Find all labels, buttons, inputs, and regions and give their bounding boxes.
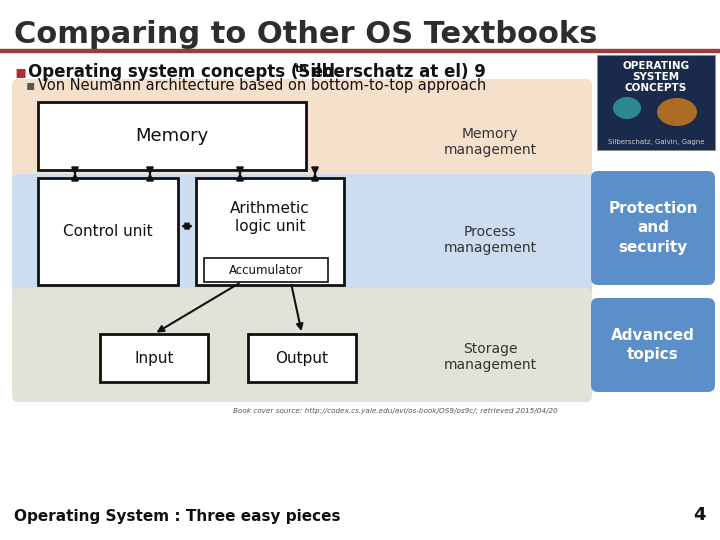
Text: ed.: ed.	[306, 63, 341, 81]
Text: Input: Input	[134, 350, 174, 366]
Text: Silberschatz, Galvin, Gagne: Silberschatz, Galvin, Gagne	[608, 139, 704, 145]
FancyBboxPatch shape	[12, 288, 592, 402]
Text: Storage
management: Storage management	[444, 342, 536, 372]
Ellipse shape	[613, 97, 641, 119]
Text: 4: 4	[693, 506, 706, 524]
Text: Protection
and
security: Protection and security	[608, 201, 698, 255]
Bar	[0, 49, 720, 52]
Text: Accumulator: Accumulator	[229, 264, 303, 276]
Bar	[38, 178, 178, 285]
Bar	[100, 334, 208, 382]
Bar	[38, 102, 306, 170]
Text: Arithmetic
logic unit: Arithmetic logic unit	[230, 201, 310, 234]
Text: Von Neumann architecture based on bottom-to-top approach: Von Neumann architecture based on bottom…	[38, 78, 486, 93]
Ellipse shape	[657, 98, 697, 126]
Text: Control unit: Control unit	[63, 224, 153, 239]
Text: Advanced
topics: Advanced topics	[611, 328, 695, 362]
FancyBboxPatch shape	[591, 171, 715, 285]
Bar	[597, 55, 715, 150]
Text: Memory: Memory	[135, 127, 209, 145]
Bar	[196, 178, 344, 285]
Text: Memory
management: Memory management	[444, 127, 536, 157]
Text: Process
management: Process management	[444, 225, 536, 255]
Text: Book cover source: http://codex.cs.yale.edu/avi/os-book/OS9/os9c/, retrieved 201: Book cover source: http://codex.cs.yale.…	[233, 408, 557, 414]
Text: Operating System : Three easy pieces: Operating System : Three easy pieces	[14, 509, 341, 524]
Text: th: th	[295, 64, 308, 74]
Bar	[248, 334, 356, 382]
FancyBboxPatch shape	[591, 298, 715, 392]
Text: Operating system concepts (Silberschatz at el) 9: Operating system concepts (Silberschatz …	[28, 63, 486, 81]
Text: ▪: ▪	[26, 78, 35, 92]
Text: Output: Output	[276, 350, 328, 366]
Text: ▪: ▪	[14, 63, 26, 81]
FancyBboxPatch shape	[12, 79, 592, 191]
Text: Comparing to Other OS Textbooks: Comparing to Other OS Textbooks	[14, 20, 598, 49]
FancyBboxPatch shape	[12, 174, 592, 304]
Bar	[204, 258, 328, 282]
Text: OPERATING
SYSTEM
CONCEPTS: OPERATING SYSTEM CONCEPTS	[622, 61, 690, 93]
